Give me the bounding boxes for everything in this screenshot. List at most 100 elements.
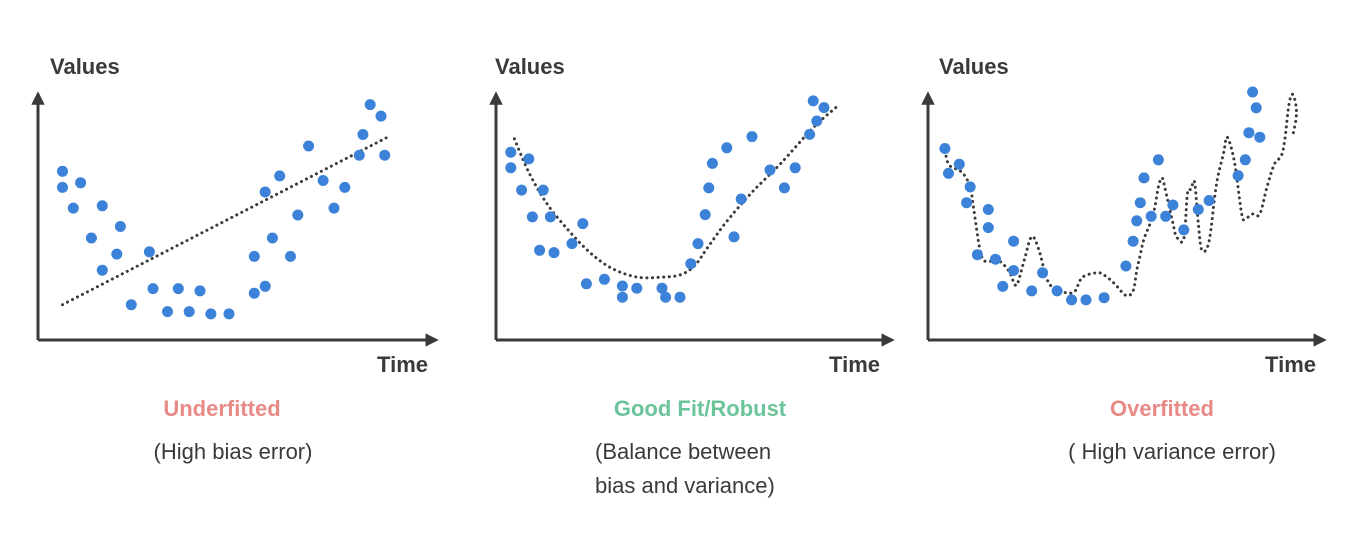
data-point <box>1127 235 1139 247</box>
data-point <box>328 202 340 214</box>
data-point <box>721 142 733 154</box>
data-point <box>114 221 126 232</box>
x-axis-label: Time <box>1265 352 1316 377</box>
data-point <box>964 181 976 193</box>
data-point <box>57 165 68 177</box>
data-point <box>357 129 369 140</box>
data-point <box>939 143 951 154</box>
data-point <box>735 193 747 205</box>
data-point <box>804 128 816 140</box>
panel-underfitted: Values Time Underfitted (High bias error… <box>31 54 439 464</box>
data-point <box>728 231 740 243</box>
data-point <box>259 186 271 198</box>
data-point <box>285 250 296 262</box>
panel-title: Underfitted <box>163 396 280 421</box>
data-point <box>961 197 973 209</box>
data-point <box>57 181 68 193</box>
data-point <box>580 278 592 290</box>
data-point <box>172 283 184 295</box>
data-point <box>971 249 983 261</box>
data-point <box>685 258 697 270</box>
data-point <box>523 153 535 165</box>
data-point <box>85 232 97 244</box>
data-point <box>339 181 351 193</box>
data-point <box>789 162 801 174</box>
data-point <box>1145 210 1157 222</box>
data-point <box>516 184 528 196</box>
panel-overfitted: Values Time Overfitted ( High variance e… <box>921 54 1327 464</box>
data-point <box>1239 154 1251 166</box>
x-axis-label: Time <box>377 352 428 377</box>
plot-area <box>489 91 895 347</box>
data-point <box>818 102 830 114</box>
data-point <box>96 264 108 276</box>
data-point <box>616 280 628 292</box>
data-point <box>1232 170 1244 182</box>
data-point <box>292 209 304 221</box>
data-point <box>505 162 517 174</box>
data-point <box>143 246 155 258</box>
data-point <box>598 273 610 285</box>
data-point <box>699 209 711 221</box>
data-point <box>1120 260 1132 272</box>
data-point <box>183 306 195 318</box>
panel-caption-line-2: bias and variance) <box>595 473 775 498</box>
data-point <box>111 248 123 260</box>
panel-title: Good Fit/Robust <box>614 396 787 421</box>
y-axis-label: Values <box>50 54 120 79</box>
data-point <box>764 164 776 176</box>
y-axis-label: Values <box>939 54 1009 79</box>
data-point <box>953 158 965 170</box>
data-point <box>1098 292 1110 304</box>
data-point <box>375 110 387 122</box>
data-point <box>997 280 1009 292</box>
data-point <box>703 182 715 194</box>
data-point <box>1134 197 1146 209</box>
data-point <box>1131 215 1143 227</box>
data-point <box>266 232 278 244</box>
data-point <box>778 182 790 194</box>
data-point <box>317 175 329 186</box>
data-point <box>544 211 556 223</box>
data-point <box>147 283 159 295</box>
data-point <box>526 211 538 223</box>
data-point <box>566 238 578 250</box>
data-point <box>1051 285 1063 297</box>
data-point <box>364 99 376 111</box>
data-point <box>631 282 643 294</box>
data-point <box>1254 131 1266 143</box>
data-point <box>660 291 672 303</box>
data-point <box>616 291 628 303</box>
data-point <box>505 146 517 158</box>
panel-caption-line-1: ( High variance error) <box>1068 439 1276 464</box>
fit-line <box>61 135 390 307</box>
fit-line <box>512 103 840 280</box>
data-point <box>537 184 549 196</box>
data-point <box>990 253 1001 265</box>
data-point <box>1008 265 1020 276</box>
data-point <box>162 306 173 318</box>
data-point <box>1152 154 1164 166</box>
data-point <box>1250 102 1262 114</box>
data-point <box>1192 204 1204 215</box>
panel-caption-line-1: (Balance between <box>595 439 771 464</box>
data-point <box>75 177 87 189</box>
data-point <box>248 287 260 299</box>
y-axis-label: Values <box>495 54 565 79</box>
data-point <box>379 149 391 161</box>
data-point <box>1160 210 1172 222</box>
data-point <box>303 140 315 152</box>
data-point <box>548 247 560 259</box>
data-point <box>274 170 286 182</box>
data-point <box>248 250 260 262</box>
data-point <box>1138 172 1150 184</box>
data-point <box>656 282 668 294</box>
panel-good-fit: Values Time Good Fit/Robust (Balance bet… <box>489 54 895 498</box>
plot-area <box>31 91 439 347</box>
x-axis-label: Time <box>829 352 880 377</box>
data-point <box>67 202 79 214</box>
data-point <box>807 95 819 107</box>
data-point <box>96 200 108 212</box>
data-point <box>205 308 217 320</box>
